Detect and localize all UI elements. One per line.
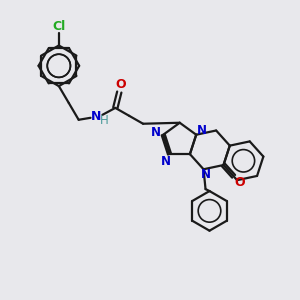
Text: N: N [200,168,211,181]
Text: O: O [234,176,244,189]
Text: Cl: Cl [52,20,65,33]
Text: N: N [197,124,207,137]
Text: N: N [160,154,171,168]
Text: O: O [115,78,126,91]
Text: N: N [91,110,102,123]
Text: N: N [151,126,161,139]
Text: H: H [100,114,109,127]
